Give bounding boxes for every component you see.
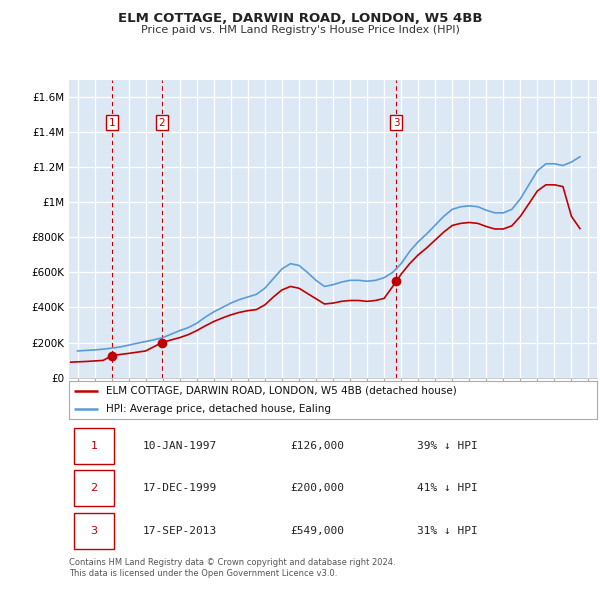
Text: 31% ↓ HPI: 31% ↓ HPI <box>418 526 478 536</box>
Text: 41% ↓ HPI: 41% ↓ HPI <box>418 483 478 493</box>
Text: Contains HM Land Registry data © Crown copyright and database right 2024.
This d: Contains HM Land Registry data © Crown c… <box>69 558 395 578</box>
Text: £200,000: £200,000 <box>291 483 345 493</box>
Text: 3: 3 <box>91 526 98 536</box>
Text: 2: 2 <box>91 483 98 493</box>
FancyBboxPatch shape <box>74 513 114 549</box>
FancyBboxPatch shape <box>74 470 114 506</box>
Text: 1: 1 <box>109 118 116 128</box>
Text: 2: 2 <box>158 118 166 128</box>
Text: 3: 3 <box>393 118 400 128</box>
Text: 10-JAN-1997: 10-JAN-1997 <box>143 441 217 451</box>
Text: 17-SEP-2013: 17-SEP-2013 <box>143 526 217 536</box>
Text: £549,000: £549,000 <box>291 526 345 536</box>
FancyBboxPatch shape <box>74 428 114 464</box>
Text: ELM COTTAGE, DARWIN ROAD, LONDON, W5 4BB: ELM COTTAGE, DARWIN ROAD, LONDON, W5 4BB <box>118 12 482 25</box>
Text: 17-DEC-1999: 17-DEC-1999 <box>143 483 217 493</box>
Text: 39% ↓ HPI: 39% ↓ HPI <box>418 441 478 451</box>
Text: £126,000: £126,000 <box>291 441 345 451</box>
Text: HPI: Average price, detached house, Ealing: HPI: Average price, detached house, Eali… <box>106 404 331 414</box>
Text: 1: 1 <box>91 441 98 451</box>
Text: ELM COTTAGE, DARWIN ROAD, LONDON, W5 4BB (detached house): ELM COTTAGE, DARWIN ROAD, LONDON, W5 4BB… <box>106 386 457 396</box>
Text: Price paid vs. HM Land Registry's House Price Index (HPI): Price paid vs. HM Land Registry's House … <box>140 25 460 35</box>
